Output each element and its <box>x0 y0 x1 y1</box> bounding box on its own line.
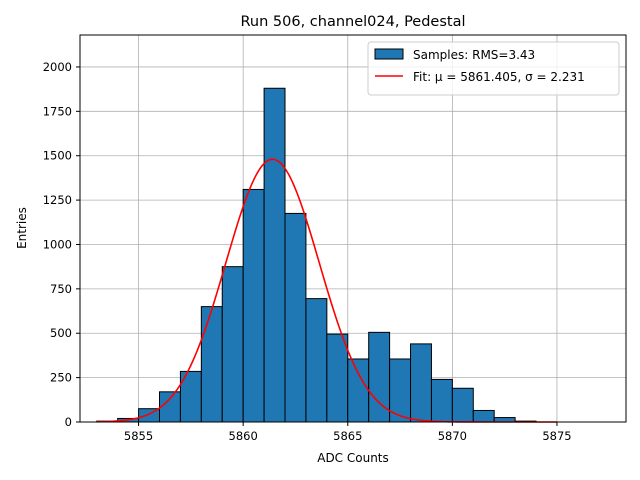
histogram-bar <box>347 358 370 423</box>
histogram-bar <box>263 87 286 423</box>
x-tick-label: 5865 <box>333 429 362 443</box>
histogram-bar <box>472 409 495 423</box>
legend-samples-swatch <box>374 48 404 60</box>
y-tick-label: 1000 <box>43 237 72 251</box>
plot-area <box>80 35 626 422</box>
y-tick-label: 1750 <box>43 104 72 118</box>
y-tick-label: 250 <box>50 371 72 385</box>
legend-fit-label: Fit: μ = 5861.405, σ = 2.231 <box>413 70 585 84</box>
x-axis-label: ADC Counts <box>317 451 389 465</box>
histogram-bar <box>430 378 453 423</box>
chart-title: Run 506, channel024, Pedestal <box>240 14 465 30</box>
histogram-bar <box>326 333 349 423</box>
histogram-bar <box>200 306 223 423</box>
legend: Samples: RMS=3.43 Fit: μ = 5861.405, σ =… <box>367 41 620 96</box>
histogram-bars <box>96 87 537 423</box>
legend-box <box>367 41 620 96</box>
histogram-bar <box>242 188 265 423</box>
y-tick-label: 500 <box>50 326 72 340</box>
x-tick-label: 5870 <box>438 429 467 443</box>
histogram-bar <box>221 266 244 423</box>
y-tick-label: 2000 <box>43 60 72 74</box>
histogram-bar <box>410 343 432 423</box>
y-tick-label: 1250 <box>43 193 72 207</box>
y-tick-label: 1500 <box>43 149 72 163</box>
y-axis-ticks: 0 250 500 750 1000 1250 1500 1750 2000 <box>43 60 80 429</box>
x-tick-label: 5860 <box>229 429 258 443</box>
x-tick-label: 5875 <box>542 429 571 443</box>
y-tick-label: 0 <box>65 415 72 429</box>
y-axis-label: Entries <box>15 207 29 249</box>
histogram-bar <box>451 387 474 423</box>
histogram-bar <box>284 212 307 423</box>
x-axis-ticks: 5855 5860 5865 5870 5875 <box>124 422 572 443</box>
histogram-bar <box>158 391 181 423</box>
y-tick-label: 750 <box>50 282 72 296</box>
histogram-bar <box>305 298 328 423</box>
x-tick-label: 5855 <box>124 429 153 443</box>
legend-samples-label: Samples: RMS=3.43 <box>413 48 535 62</box>
plot-frame <box>79 34 627 423</box>
